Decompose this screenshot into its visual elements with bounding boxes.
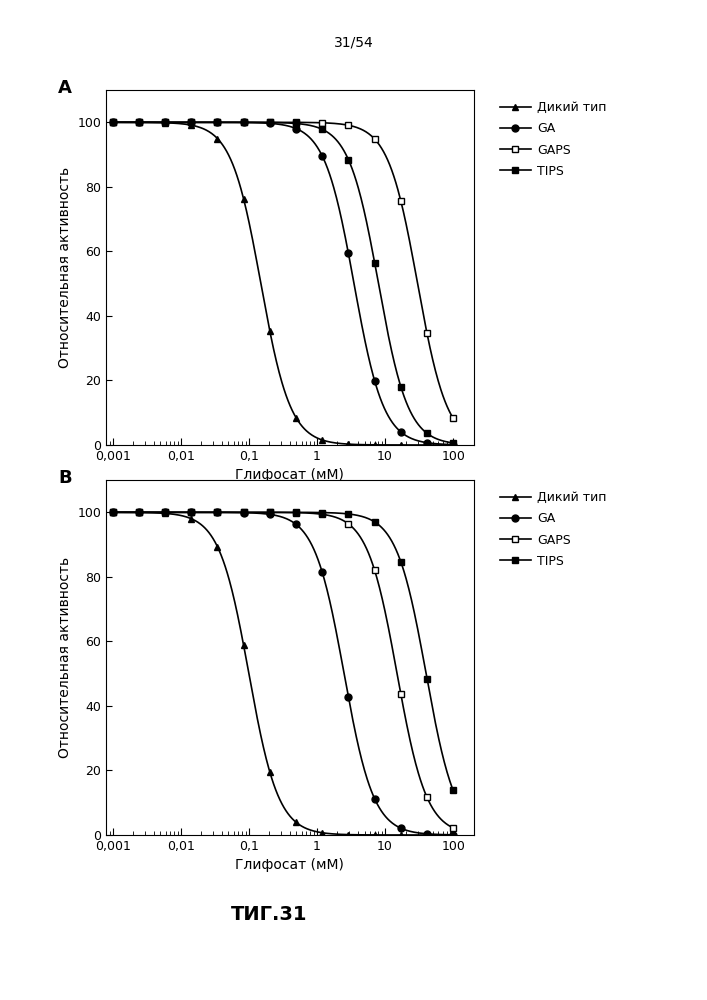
Y-axis label: Относительная активность: Относительная активность [58, 557, 71, 758]
Text: A: A [58, 79, 72, 97]
Text: 31/54: 31/54 [334, 35, 373, 49]
Y-axis label: Относительная активность: Относительная активность [58, 167, 71, 368]
X-axis label: Глифосат (мМ): Глифосат (мМ) [235, 858, 344, 872]
Text: B: B [58, 469, 72, 487]
Legend: Дикий тип, GA, GAPS, TIPS: Дикий тип, GA, GAPS, TIPS [495, 486, 612, 573]
X-axis label: Глифосат (мМ): Глифосат (мМ) [235, 468, 344, 482]
Text: ΤИГ.31: ΤИГ.31 [230, 906, 307, 924]
Legend: Дикий тип, GA, GAPS, TIPS: Дикий тип, GA, GAPS, TIPS [495, 96, 612, 183]
